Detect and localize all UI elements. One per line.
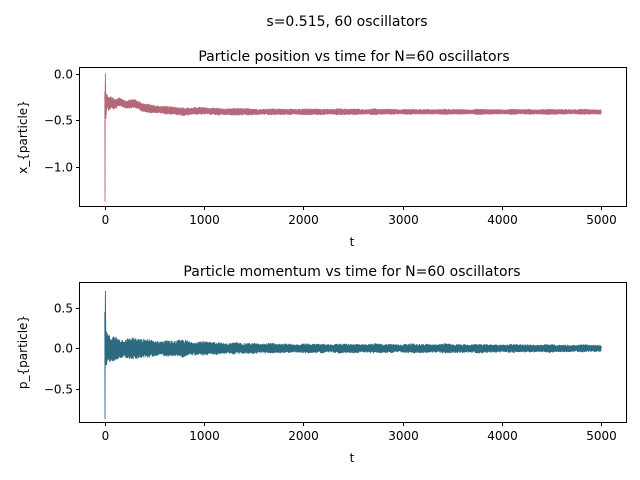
position-plot-area [104,73,602,202]
momentum-axes: Particle momentum vs time for N=60 oscil… [16,264,627,465]
position-x-tick-label: 3000 [388,213,419,227]
momentum-axes-title: Particle momentum vs time for N=60 oscil… [183,264,520,280]
position-y-tick-label: −1.0 [44,161,73,175]
momentum-y-tick-label: −0.5 [44,383,73,397]
figure-suptitle: s=0.515, 60 oscillators [266,14,427,30]
momentum-x-tick-label: 5000 [586,429,617,443]
position-x-tick-label: 5000 [586,213,617,227]
momentum-axes-frame [79,282,627,423]
position-axes-frame [79,67,627,207]
momentum-series-line [104,290,602,420]
momentum-y-tick-label: 0.5 [54,302,73,316]
momentum-y-tick-label: 0.0 [54,342,73,356]
momentum-axes-ticks: 0 1000 2000 3000 4000 5000 0.5 0.0 −0.5 [44,302,617,444]
position-x-tick-label: 0 [102,213,110,227]
position-axes: Particle position vs time for N=60 oscil… [16,49,627,249]
momentum-x-axis-label: t [350,451,355,465]
position-x-tick-label: 4000 [487,213,518,227]
momentum-x-tick-label: 0 [102,429,110,443]
momentum-x-tick-label: 3000 [388,429,419,443]
momentum-x-tick-label: 2000 [288,429,319,443]
momentum-plot-area [104,290,602,420]
position-series-line [104,73,602,202]
position-y-tick-label: −0.5 [44,114,73,128]
momentum-y-axis-label: p_{particle} [16,315,30,389]
position-axes-title: Particle position vs time for N=60 oscil… [198,49,509,65]
momentum-x-tick-label: 1000 [189,429,220,443]
position-x-tick-label: 2000 [288,213,319,227]
momentum-x-tick-label: 4000 [487,429,518,443]
position-y-tick-label: 0.0 [54,68,73,82]
position-y-axis-label: x_{particle} [16,100,30,174]
position-x-tick-label: 1000 [189,213,220,227]
position-axes-ticks: 0 1000 2000 3000 4000 5000 0.0 −0.5 −1.0 [44,68,617,228]
position-x-axis-label: t [350,235,355,249]
